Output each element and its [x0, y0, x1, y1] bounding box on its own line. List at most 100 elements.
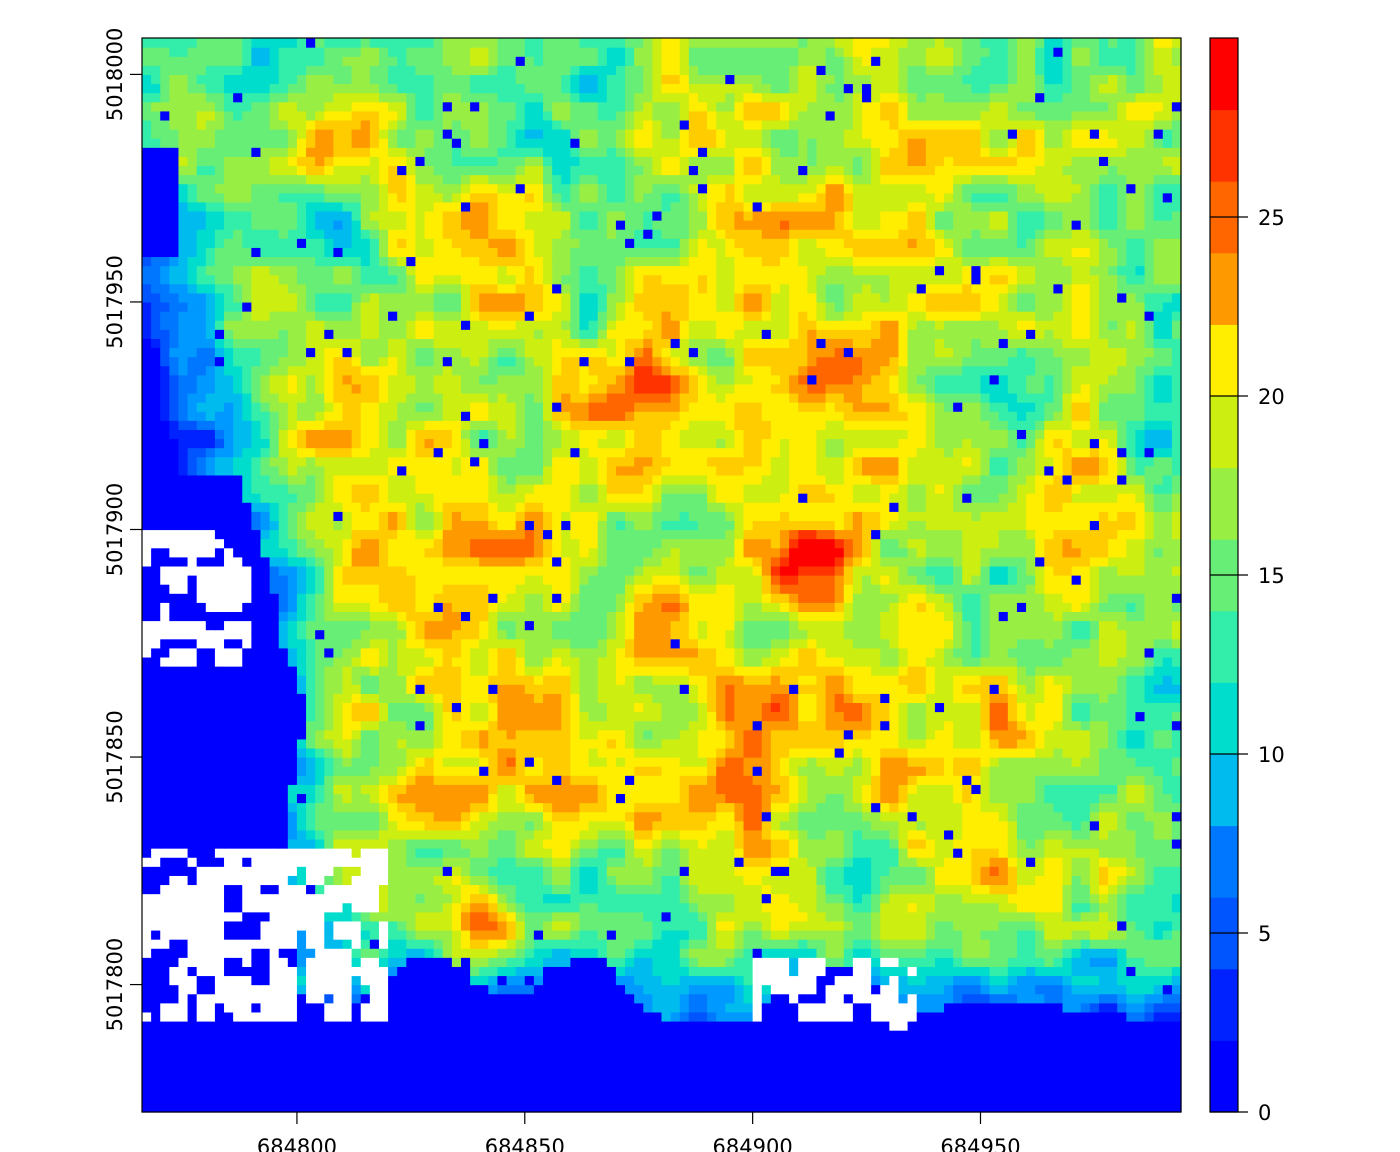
raster-cell [825, 766, 836, 776]
raster-cell [761, 957, 772, 967]
raster-cell [369, 829, 380, 840]
raster-cell [971, 1002, 982, 1013]
raster-cell [998, 757, 1009, 767]
raster-cell [306, 802, 316, 813]
raster-cell [397, 793, 407, 804]
raster-cell [506, 993, 517, 1004]
raster-cell [524, 875, 535, 886]
raster-cell [588, 975, 599, 986]
raster-cell [269, 820, 280, 831]
raster-cell [980, 838, 991, 849]
raster-cell [287, 784, 298, 795]
raster-cell [333, 1084, 344, 1095]
raster-cell [378, 720, 389, 731]
raster-cell [743, 747, 754, 758]
raster-cell [543, 911, 553, 922]
raster-cell [862, 966, 872, 977]
raster-cell [196, 1011, 207, 1022]
raster-cell [588, 984, 599, 995]
raster-cell [707, 875, 717, 886]
raster-cell [205, 948, 216, 958]
raster-cell [825, 984, 836, 995]
raster-cell [789, 966, 799, 977]
raster-cell [269, 1066, 280, 1077]
raster-cell [214, 884, 225, 895]
raster-cell [588, 1066, 599, 1077]
raster-cell [1035, 720, 1045, 731]
raster-cell [634, 784, 644, 795]
raster-cell [278, 711, 289, 722]
raster-cell [934, 1075, 945, 1086]
raster-cell [178, 911, 189, 922]
raster-cell [825, 884, 836, 895]
raster-cell [688, 784, 699, 795]
raster-cell [679, 757, 690, 767]
raster-cell [142, 1057, 152, 1068]
raster-cell [716, 757, 726, 767]
raster-cell [725, 893, 736, 904]
raster-cell [734, 766, 745, 776]
raster-cell [925, 784, 936, 795]
raster-cell [561, 848, 571, 858]
raster-cell [1126, 775, 1137, 785]
raster-cell [697, 884, 708, 895]
raster-cell [169, 711, 180, 722]
raster-cell [816, 1011, 827, 1022]
raster-cell [1007, 1011, 1018, 1022]
raster-cell [360, 848, 371, 858]
raster-cell [1098, 1084, 1109, 1095]
raster-cell [251, 957, 262, 967]
raster-cell [670, 784, 681, 795]
raster-cell [606, 939, 617, 949]
raster-cell [634, 802, 644, 813]
raster-cell [306, 1039, 316, 1049]
raster-cell [761, 747, 772, 758]
raster-cell [798, 793, 808, 804]
raster-cell [552, 802, 562, 813]
raster-cell [260, 920, 271, 931]
raster-cell [506, 857, 517, 867]
raster-cell [187, 766, 198, 776]
raster-cell [670, 775, 681, 785]
raster-cell [205, 747, 216, 758]
raster-cell [980, 747, 991, 758]
raster-cell [634, 939, 644, 949]
raster-cell [953, 1066, 963, 1077]
raster-cell [916, 757, 927, 767]
raster-cell [442, 966, 453, 977]
raster-cell [506, 920, 517, 931]
raster-cell [142, 939, 152, 949]
raster-cell [1044, 866, 1054, 876]
raster-cell [980, 829, 991, 840]
raster-cell [160, 984, 170, 995]
raster-cell [1144, 984, 1155, 995]
raster-cell [552, 811, 562, 822]
raster-cell [880, 711, 890, 722]
raster-cell [424, 766, 435, 776]
raster-cell [524, 793, 535, 804]
raster-cell [1035, 820, 1045, 831]
raster-cell [1098, 1030, 1109, 1040]
raster-cell [752, 1066, 763, 1077]
raster-cell [1016, 929, 1027, 940]
raster-cell [561, 884, 571, 895]
raster-cell [433, 738, 444, 749]
raster-cell [962, 820, 972, 831]
raster-cell [816, 793, 827, 804]
raster-cell [953, 1039, 963, 1049]
raster-cell [834, 1102, 845, 1113]
raster-cell [934, 775, 945, 785]
raster-cell [625, 811, 635, 822]
raster-cell [178, 857, 189, 867]
raster-cell [242, 993, 252, 1004]
raster-cell [570, 966, 581, 977]
raster-cell [214, 784, 225, 795]
raster-cell [989, 1048, 1000, 1058]
raster-cell [1117, 884, 1127, 895]
raster-cell [1016, 893, 1027, 904]
raster-cell [315, 1011, 325, 1022]
raster-cell [980, 866, 991, 876]
raster-cell [187, 711, 198, 722]
raster-cell [533, 993, 544, 1004]
raster-cell [643, 766, 653, 776]
